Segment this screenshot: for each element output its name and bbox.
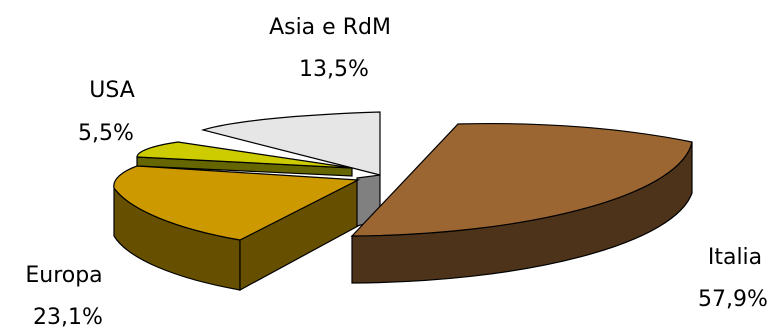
label-usa-value: 5,5%	[78, 121, 134, 146]
label-usa-name: USA	[89, 78, 135, 103]
label-italia-value: 57,9%	[698, 287, 768, 312]
label-europa-value: 23,1%	[33, 305, 103, 330]
slice-europa	[113, 165, 361, 241]
slice-italia	[350, 122, 693, 237]
slice-usa	[136, 141, 353, 169]
slice-asia	[200, 111, 381, 176]
label-asia-name: Asia e RdM	[269, 15, 391, 40]
label-europa-name: Europa	[25, 263, 102, 288]
label-asia-value: 13,5%	[299, 57, 369, 82]
label-italia-name: Italia	[708, 245, 762, 270]
